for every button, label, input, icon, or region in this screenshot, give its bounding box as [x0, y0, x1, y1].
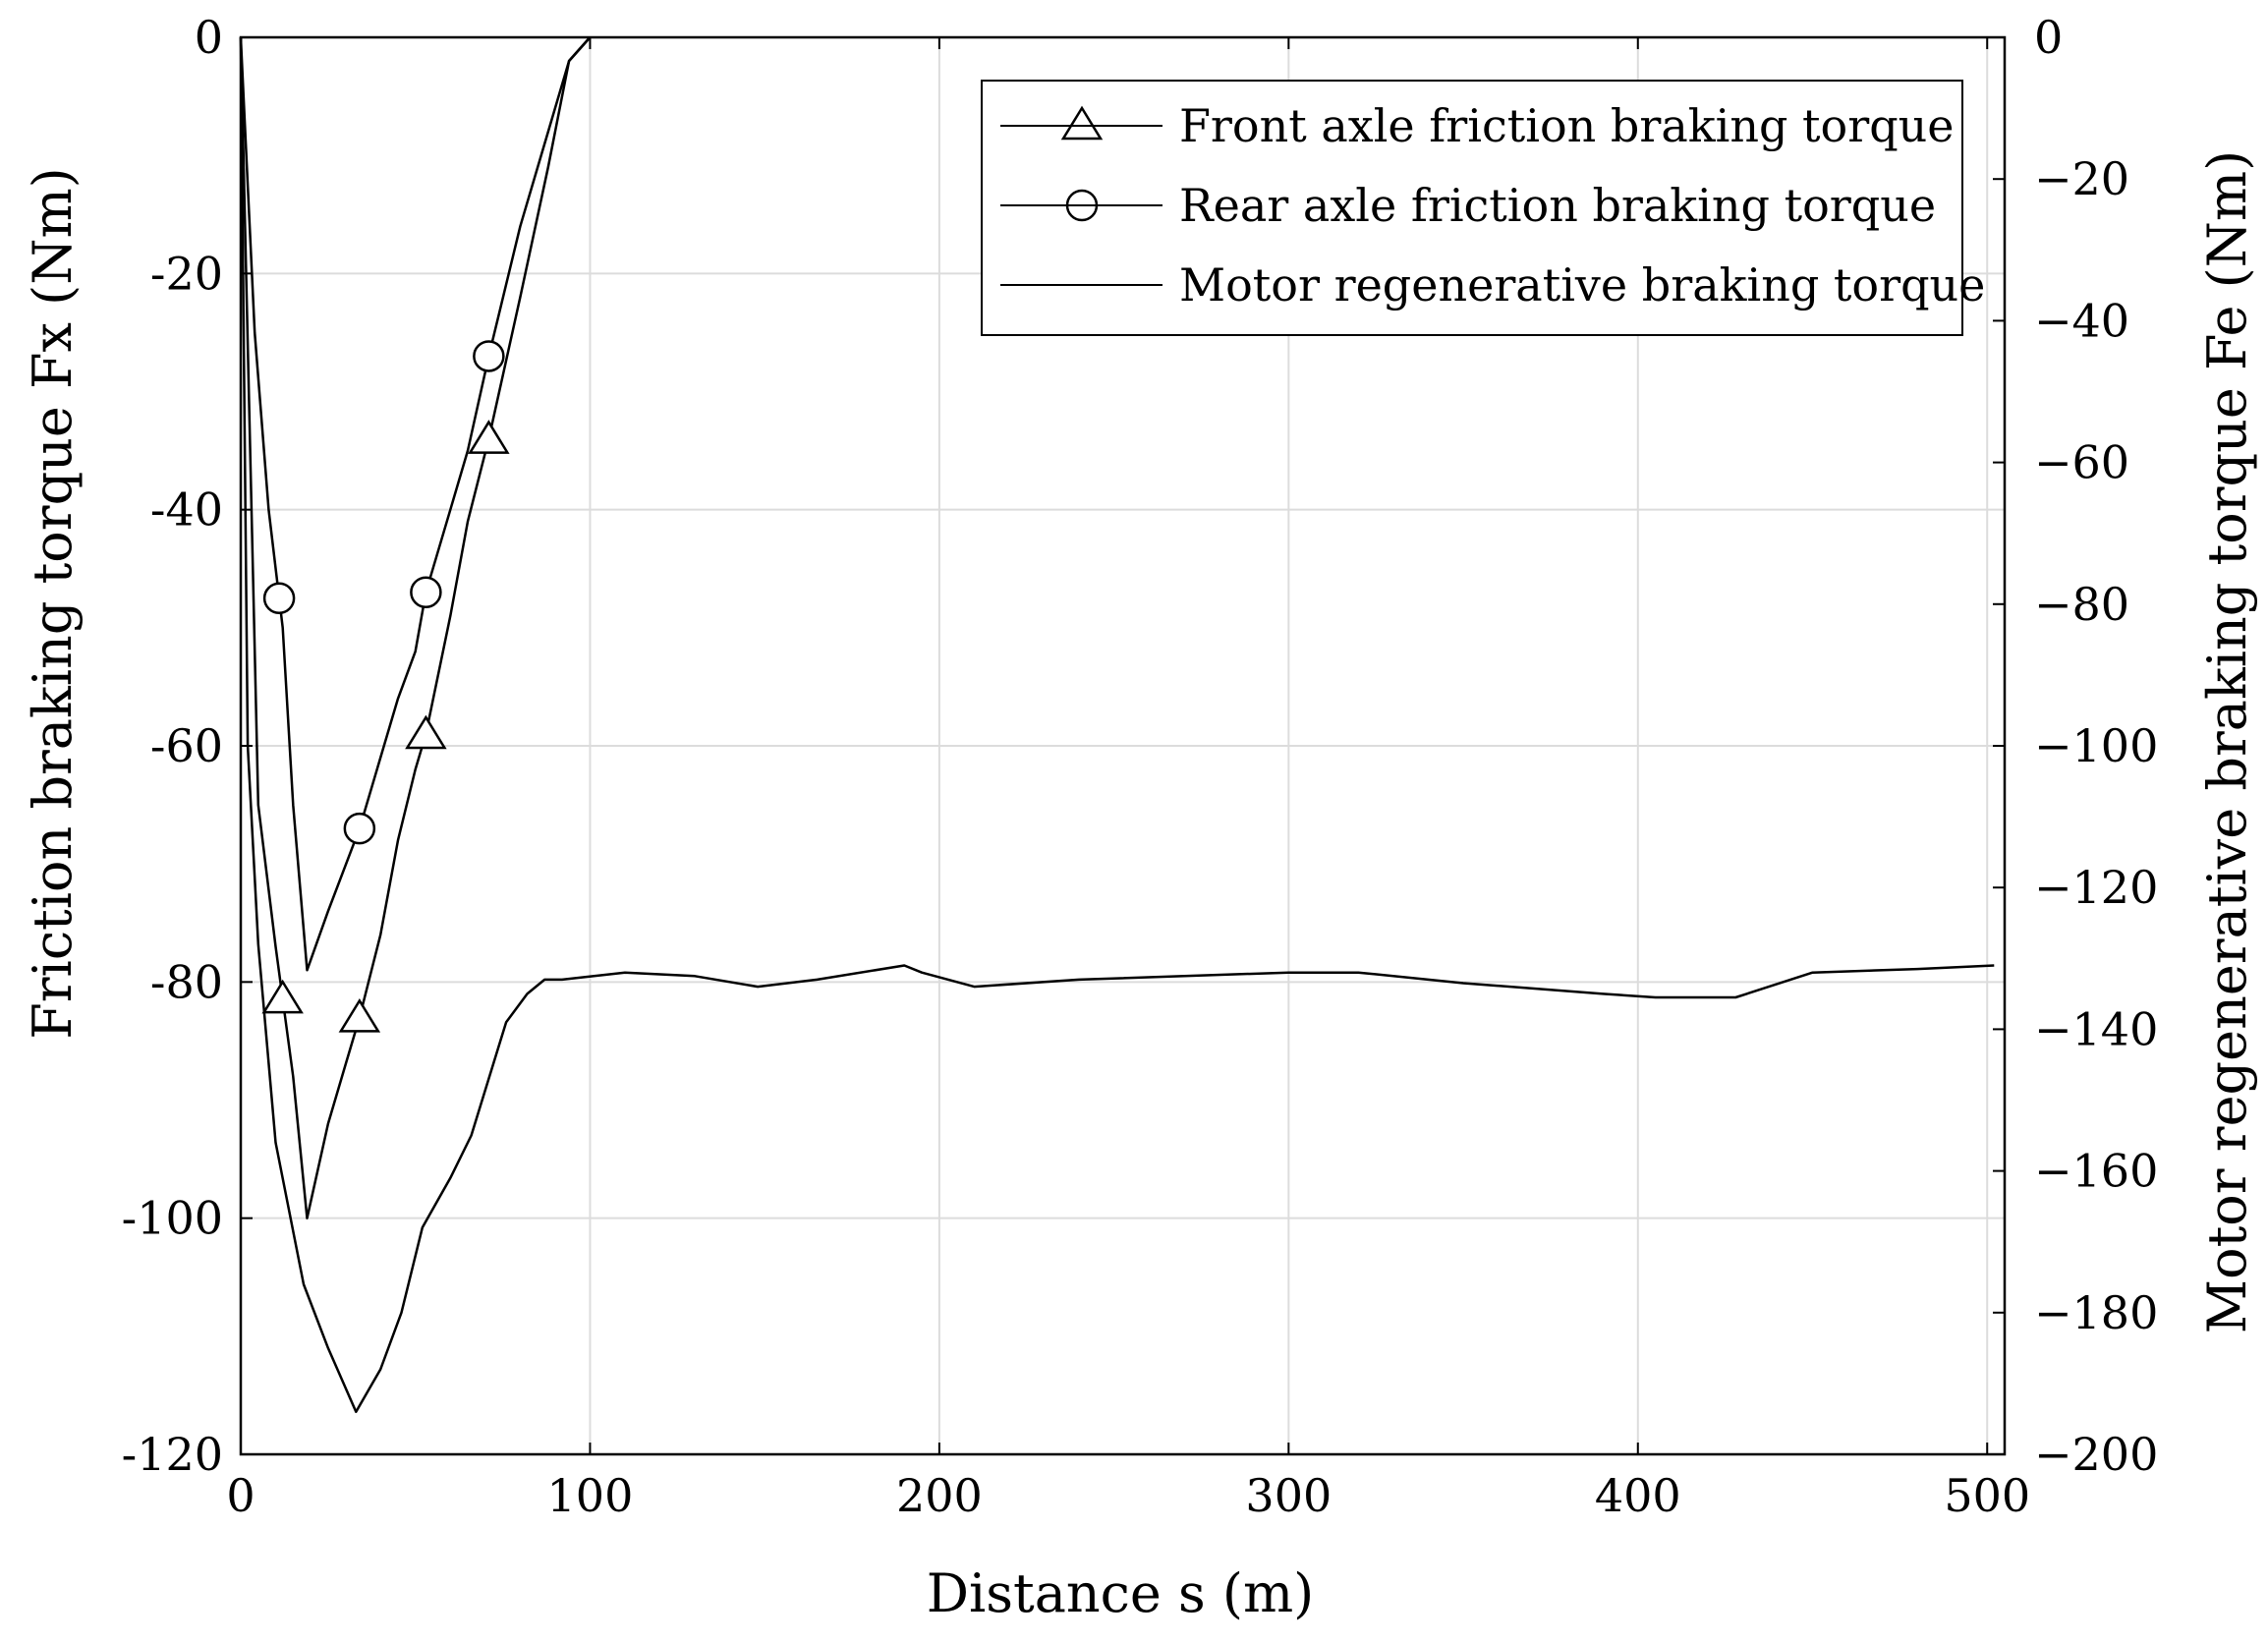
series-line-2 — [239, 36, 1995, 1413]
y-right-tick-label: −80 — [2034, 578, 2129, 631]
legend: Front axle friction braking torque Rear … — [981, 80, 1985, 336]
y-left-tick-label: -100 — [122, 1192, 223, 1245]
y-right-tick-label: −180 — [2034, 1286, 2158, 1339]
y-left-tick-label: -40 — [150, 483, 223, 537]
y-left-tick-label: 0 — [195, 11, 223, 64]
triangle-marker-icon — [1060, 105, 1104, 141]
triangle-marker — [338, 997, 381, 1033]
legend-label-motor: Motor regenerative braking torque — [1179, 258, 1985, 312]
y-right-tick-label: −140 — [2034, 1002, 2158, 1055]
y-right-tick-label: 0 — [2034, 11, 2063, 64]
y-right-tick-label: −60 — [2034, 436, 2129, 489]
legend-entry-motor: Motor regenerative braking torque — [1000, 258, 1985, 312]
triangle-marker — [468, 420, 510, 454]
y-right-tick-label: −20 — [2034, 152, 2129, 205]
circle-marker — [410, 576, 442, 609]
x-tick-label: 0 — [226, 1469, 255, 1522]
x-tick-label: 500 — [1944, 1469, 2030, 1522]
x-tick-label: 100 — [547, 1469, 634, 1522]
triangle-marker — [405, 714, 447, 750]
series-line-1 — [239, 36, 592, 972]
legend-entry-rear: Rear axle friction braking torque — [1000, 179, 1936, 232]
x-axis-title: Distance s (m) — [927, 1562, 1315, 1624]
x-tick-label: 200 — [896, 1469, 983, 1522]
tick-labels: 0 100 200 300 400 5000-20-40-60-80-100-1200−2… — [122, 11, 2159, 1522]
circle-marker-icon — [1065, 189, 1099, 222]
y-left-tick-label: -120 — [122, 1428, 223, 1481]
y-left-tick-label: -20 — [150, 247, 223, 300]
plot-markers — [261, 340, 510, 1033]
y-right-tick-label: −200 — [2034, 1428, 2158, 1481]
y-right-axis-title: Motor regenerative braking torque Fe (Nm… — [2196, 150, 2258, 1333]
x-tick-label: 300 — [1245, 1469, 1332, 1522]
y-right-tick-label: −100 — [2034, 719, 2158, 772]
plot-lines — [239, 36, 1995, 1413]
circle-marker — [343, 812, 376, 845]
y-right-tick-label: −160 — [2034, 1145, 2158, 1198]
y-left-tick-label: -60 — [150, 719, 223, 772]
series-line-0 — [239, 36, 592, 1219]
legend-label-front: Front axle friction braking torque — [1179, 99, 1955, 152]
legend-entry-front: Front axle friction braking torque — [1000, 99, 1955, 152]
legend-box — [981, 80, 1963, 336]
legend-label-rear: Rear axle friction braking torque — [1179, 179, 1936, 232]
y-left-tick-label: -80 — [150, 955, 223, 1008]
y-left-axis-title: Friction braking torque Fx (Nm) — [22, 167, 84, 1039]
circle-marker — [473, 340, 505, 372]
plot-frame — [239, 35, 2007, 1456]
x-tick-label: 400 — [1595, 1469, 1681, 1522]
y-right-tick-label: −40 — [2034, 294, 2129, 347]
triangle-marker — [261, 979, 304, 1014]
y-right-tick-label: −120 — [2034, 861, 2158, 914]
circle-marker — [262, 582, 296, 615]
